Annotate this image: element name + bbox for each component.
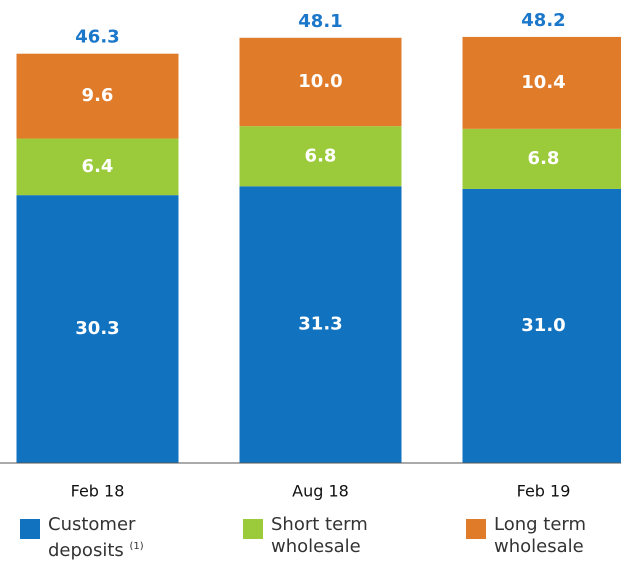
- legend-text: Customer deposits: [48, 514, 136, 561]
- segment-label: 6.8: [528, 148, 560, 169]
- x-tick-label: Feb 18: [71, 482, 125, 501]
- total-label: 46.3: [75, 27, 119, 48]
- footnote-ref: (1): [129, 541, 144, 552]
- legend-text: Long term wholesale: [494, 514, 587, 557]
- legend-item: Customer deposits (1): [20, 514, 168, 562]
- segment-label: 31.0: [521, 315, 565, 336]
- bar-segment: [16, 53, 179, 139]
- x-tick-label: Feb 19: [517, 482, 571, 501]
- bar-segment: [239, 37, 402, 127]
- segment-label: 10.4: [521, 72, 565, 93]
- x-tick-label: Aug 18: [292, 482, 349, 501]
- legend-item: Short term wholesale: [243, 514, 391, 558]
- legend-text: Short term wholesale: [271, 514, 368, 557]
- total-label: 48.1: [298, 11, 342, 32]
- segment-label: 31.3: [298, 314, 342, 335]
- legend-swatch: [243, 519, 263, 539]
- segment-label: 30.3: [75, 318, 119, 339]
- total-label: 48.2: [521, 10, 565, 31]
- bar-segment: [239, 126, 402, 187]
- legend-label: Long term wholesale: [494, 514, 614, 558]
- segment-label: 9.6: [82, 85, 114, 106]
- bar-segment: [462, 36, 621, 129]
- chart: 30.3 6.4 9.6 46.3 Feb 18 31.3 6.8 10.0 48.1 Aug 1…: [0, 10, 621, 501]
- legend-label: Short term wholesale: [271, 514, 391, 558]
- legend-swatch: [466, 519, 486, 539]
- segment-label: 6.8: [305, 145, 337, 166]
- legend-label: Customer deposits (1): [48, 514, 168, 562]
- bar-segment: [16, 195, 179, 463]
- bar-segment: [239, 186, 402, 464]
- segment-label: 6.4: [82, 156, 114, 177]
- bar-segment: [462, 188, 621, 463]
- bar-segment: [462, 128, 621, 189]
- bar-segment: [16, 138, 179, 196]
- segment-label: 10.0: [298, 71, 342, 92]
- legend-swatch: [20, 519, 40, 539]
- legend-item: Long term wholesale: [466, 514, 614, 558]
